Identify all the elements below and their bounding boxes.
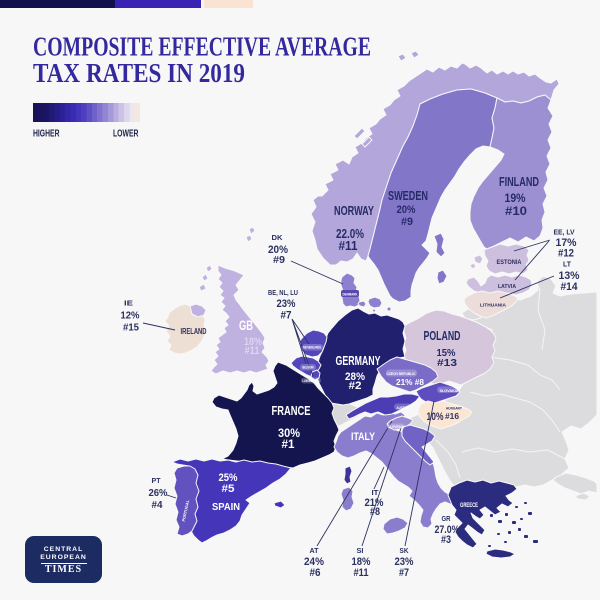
svg-text:SK: SK [400,548,409,555]
svg-text:18%: 18% [352,556,371,568]
svg-text:EE, LV: EE, LV [554,230,575,237]
svg-text:DK: DK [272,235,283,242]
svg-text:26%: 26% [149,487,169,499]
svg-text:#6: #6 [310,567,321,579]
svg-text:CZECH REPUBLIC: CZECH REPUBLIC [387,372,416,376]
svg-text:20%: 20% [268,244,288,256]
svg-text:FINLAND: FINLAND [499,174,539,189]
svg-text:#13: #13 [437,357,457,369]
svg-text:POLAND: POLAND [424,328,461,343]
svg-text:LOWER: LOWER [113,129,139,140]
svg-text:18%: 18% [244,336,262,348]
svg-text:12%: 12% [121,310,141,322]
svg-text:GERMANY: GERMANY [336,354,381,368]
svg-text:23%: 23% [277,298,296,310]
svg-text:28%: 28% [345,371,365,383]
svg-text:17%: 17% [556,237,577,249]
svg-text:22.0%: 22.0% [336,227,364,241]
svg-text:LUXEMBOURG: LUXEMBOURG [303,379,320,383]
svg-text:FRANCE: FRANCE [272,404,311,418]
svg-text:#10: #10 [505,206,527,218]
svg-text:IE: IE [124,301,133,308]
svg-text:SLOVENIA: SLOVENIA [388,425,404,429]
svg-text:#11: #11 [245,345,260,357]
svg-text:#16: #16 [445,412,460,421]
svg-text:SLOVAKIA: SLOVAKIA [440,389,459,393]
svg-text:AT: AT [310,548,320,555]
svg-text:LT: LT [563,262,572,269]
svg-text:IRELAND: IRELAND [181,327,207,336]
svg-text:GR: GR [442,516,451,523]
svg-text:ESTONIA: ESTONIA [497,259,522,266]
svg-text:24%: 24% [304,556,324,568]
svg-text:#8: #8 [370,506,380,518]
svg-text:#11: #11 [354,567,369,579]
svg-text:#3: #3 [441,534,451,546]
svg-text:20%: 20% [397,204,416,216]
svg-text:#1: #1 [282,437,295,451]
svg-text:#15: #15 [123,322,139,334]
svg-text:PT: PT [152,478,162,485]
svg-text:#14: #14 [561,281,579,293]
svg-text:19%: 19% [505,193,526,205]
svg-text:#4: #4 [152,499,163,511]
svg-text:10%: 10% [427,411,444,423]
svg-text:#7: #7 [399,567,409,579]
svg-text:#11: #11 [339,239,358,253]
svg-text:TAX RATES IN 2019: TAX RATES IN 2019 [33,58,245,88]
svg-text:BE, NL, LU: BE, NL, LU [268,290,298,297]
svg-text:23%: 23% [395,556,414,568]
svg-text:#9: #9 [273,254,285,266]
svg-text:25%: 25% [219,472,238,484]
svg-text:NETHERLANDS: NETHERLANDS [303,346,322,350]
svg-text:SWEDEN: SWEDEN [388,188,428,203]
svg-text:DENMARK: DENMARK [343,293,358,297]
svg-text:27.0%: 27.0% [435,524,460,536]
svg-text:15%: 15% [437,347,457,359]
svg-text:30%: 30% [278,426,300,440]
svg-text:#9: #9 [401,216,413,228]
svg-text:PORTUGAL: PORTUGAL [181,499,191,522]
svg-text:LITHUANIA: LITHUANIA [480,303,507,309]
svg-text:#7: #7 [281,310,292,322]
svg-text:SPAIN: SPAIN [212,502,240,513]
svg-text:SI: SI [357,548,364,555]
svg-text:LATVIA: LATVIA [498,284,516,290]
svg-text:21% #8: 21% #8 [396,378,425,387]
svg-text:ITALY: ITALY [351,431,376,443]
svg-text:21%: 21% [365,497,384,509]
svg-text:#5: #5 [222,483,235,495]
svg-text:GB: GB [239,317,253,333]
svg-text:HUNGARY: HUNGARY [446,407,462,411]
svg-text:NORWAY: NORWAY [334,203,374,218]
svg-text:HIGHER: HIGHER [33,129,60,140]
svg-text:BELGIUM: BELGIUM [303,366,314,370]
svg-text:AUSTRIA: AUSTRIA [397,406,410,410]
svg-text:IT: IT [372,490,380,497]
svg-text:GREECE: GREECE [460,502,478,509]
svg-text:#12: #12 [558,248,574,260]
svg-text:COMPOSITE EFFECTIVE AVERAGE: COMPOSITE EFFECTIVE AVERAGE [33,32,371,62]
svg-text:#2: #2 [349,380,362,392]
svg-text:13%: 13% [559,270,580,282]
